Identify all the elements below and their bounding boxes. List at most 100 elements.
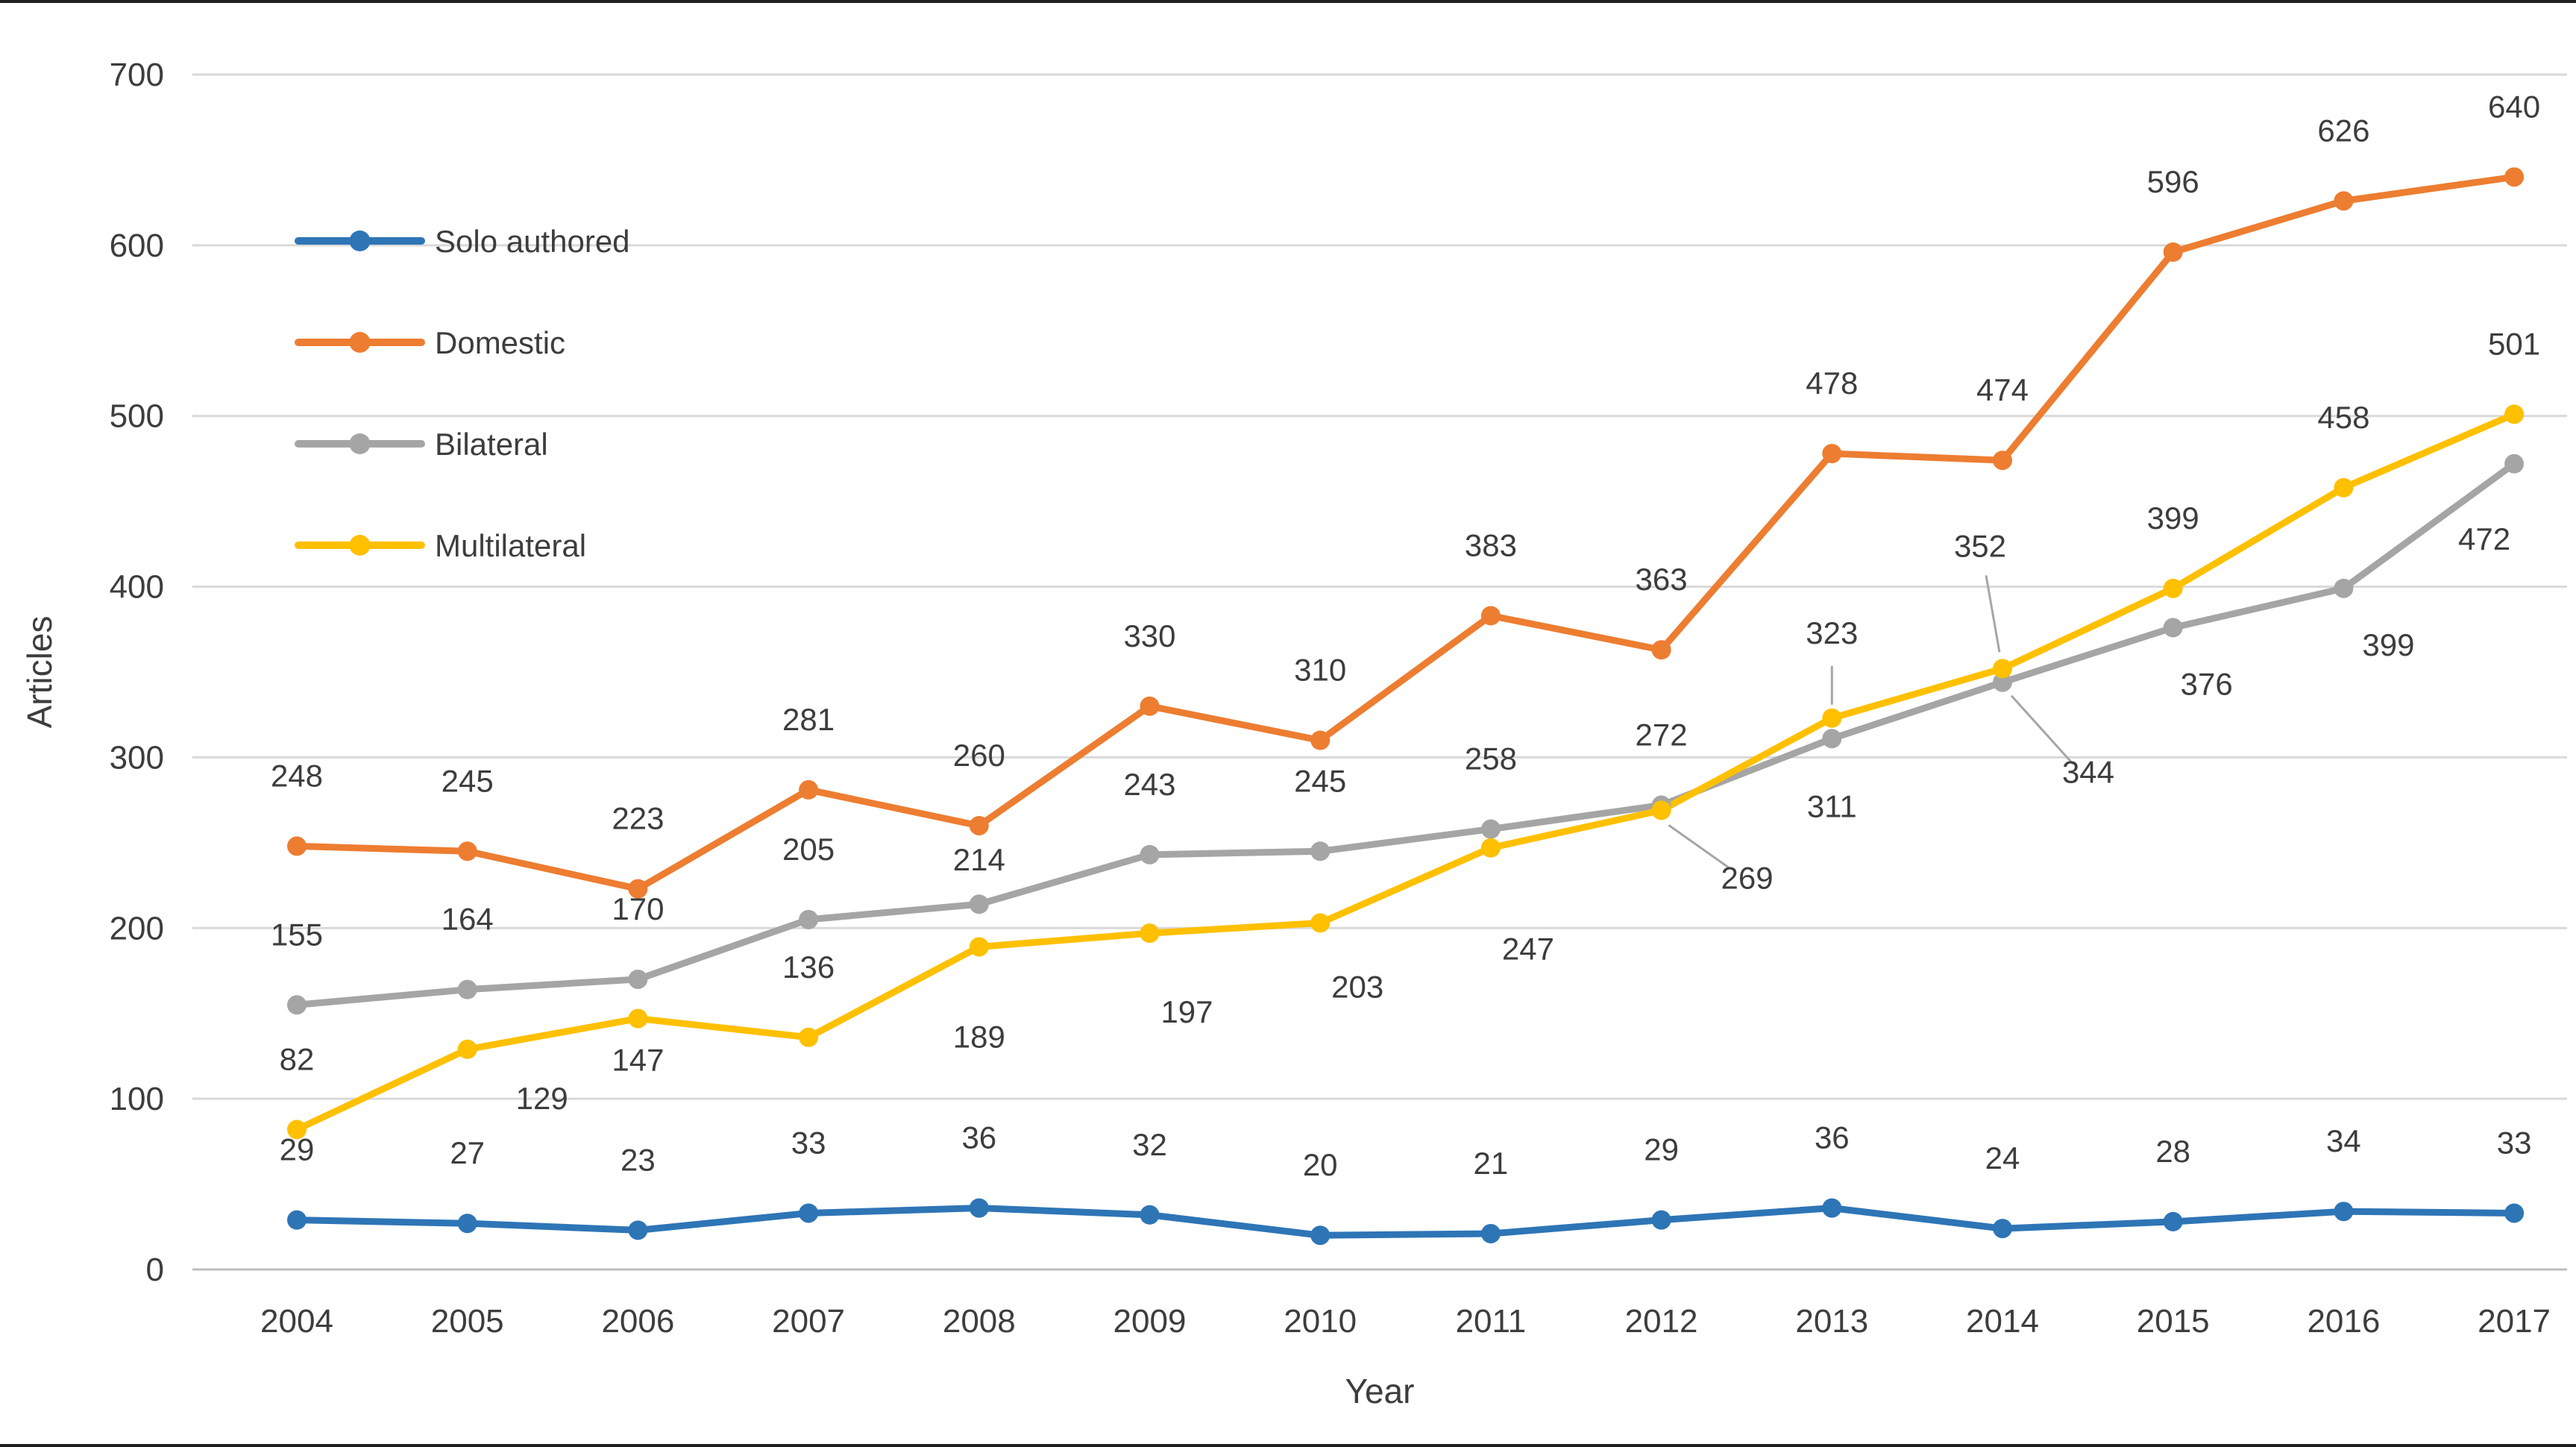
data-label-domestic-2007: 281 [782, 702, 835, 737]
legend-marker-solo-authored [349, 230, 371, 251]
legend-marker-multilateral [349, 535, 371, 556]
data-label-multilateral-2008: 189 [953, 1019, 1005, 1054]
data-point-domestic-2006 [628, 879, 648, 899]
series-line-solo-authored [293, 1205, 2518, 1239]
data-point-domestic-2013 [1822, 444, 1842, 464]
data-point-multilateral-2010 [1310, 913, 1331, 933]
data-point-solo-authored-2007 [799, 1203, 819, 1223]
data-label-multilateral-2007: 136 [782, 950, 835, 985]
legend-label-bilateral: Bilateral [435, 427, 548, 462]
x-tick-label: 2006 [601, 1303, 674, 1340]
data-point-solo-authored-2017 [2504, 1203, 2525, 1223]
x-tick-label: 2005 [431, 1303, 504, 1340]
data-point-multilateral-2016 [2334, 477, 2354, 497]
x-tick-label: 2010 [1284, 1303, 1357, 1340]
data-point-domestic-2007 [799, 779, 819, 800]
data-point-solo-authored-2016 [2334, 1202, 2354, 1222]
data-point-domestic-2010 [1310, 730, 1331, 750]
x-axis-title: Year [1345, 1372, 1415, 1410]
data-label-multilateral-2006: 147 [612, 1043, 664, 1078]
data-point-bilateral-2014 [1993, 672, 2012, 692]
label-leader-line [2010, 694, 2075, 765]
data-label-multilateral-2012: 269 [1721, 860, 1774, 895]
data-point-domestic-2005 [457, 841, 477, 861]
legend-label-solo-authored: Solo authored [435, 224, 630, 259]
data-label-domestic-2017: 640 [2488, 89, 2540, 124]
y-tick-label: 200 [110, 910, 164, 947]
data-label-solo-authored-2016: 34 [2326, 1123, 2361, 1158]
x-tick-label: 2012 [1625, 1303, 1698, 1340]
series-line-multilateral [293, 410, 2518, 1133]
y-tick-label: 600 [110, 227, 164, 264]
data-point-bilateral-2005 [457, 979, 477, 999]
x-tick-label: 2016 [2307, 1303, 2380, 1340]
data-point-bilateral-2013 [1822, 729, 1842, 749]
data-point-bilateral-2011 [1480, 819, 1501, 839]
data-label-bilateral-2004: 155 [271, 917, 323, 952]
data-label-multilateral-2014: 352 [1954, 528, 2006, 563]
data-point-solo-authored-2009 [1140, 1205, 1160, 1225]
chart-svg: 0 100 200 300 400 500 600 700 2004 2005 2006 2007 20… [110, 57, 2567, 1340]
data-label-bilateral-2008: 214 [953, 842, 1005, 877]
data-point-solo-authored-2006 [628, 1220, 648, 1240]
data-label-bilateral-2012: 272 [1636, 718, 1688, 753]
data-point-bilateral-2009 [1140, 844, 1160, 864]
series-line-bilateral [293, 460, 2518, 1008]
data-point-multilateral-2009 [1140, 923, 1160, 944]
data-point-solo-authored-2012 [1651, 1210, 1671, 1230]
data-point-multilateral-2012 [1651, 800, 1671, 820]
data-point-multilateral-2008 [969, 937, 989, 957]
data-point-bilateral-2010 [1310, 841, 1331, 861]
data-label-bilateral-2013: 311 [1807, 788, 1857, 823]
data-label-bilateral-2015: 376 [2181, 666, 2233, 701]
data-point-domestic-2011 [1480, 606, 1501, 626]
data-point-solo-authored-2014 [1993, 1219, 2012, 1239]
data-point-domestic-2012 [1651, 640, 1671, 660]
data-label-solo-authored-2014: 24 [1985, 1140, 2020, 1176]
data-label-domestic-2006: 223 [612, 801, 664, 836]
data-label-bilateral-2011: 258 [1465, 741, 1517, 776]
data-label-solo-authored-2015: 28 [2155, 1134, 2190, 1169]
x-tick-label: 2014 [1966, 1303, 2039, 1340]
data-label-multilateral-2015: 399 [2147, 500, 2199, 536]
data-point-multilateral-2015 [2163, 578, 2183, 598]
data-label-domestic-2009: 330 [1123, 618, 1175, 653]
data-label-domestic-2011: 383 [1465, 527, 1517, 562]
data-label-multilateral-2005: 129 [516, 1081, 568, 1116]
y-axis-title: Articles [20, 615, 59, 729]
data-label-multilateral-2010: 203 [1331, 969, 1383, 1004]
data-point-multilateral-2006 [628, 1008, 648, 1029]
x-tick-label: 2011 [1456, 1303, 1527, 1340]
data-point-bilateral-2017 [2504, 453, 2525, 474]
data-label-bilateral-2016: 399 [2362, 627, 2414, 662]
x-tick-label: 2017 [2478, 1303, 2551, 1340]
data-label-domestic-2016: 626 [2317, 113, 2369, 148]
y-tick-label: 300 [110, 739, 164, 776]
data-point-bilateral-2006 [628, 969, 648, 989]
data-point-bilateral-2008 [969, 894, 989, 914]
data-point-bilateral-2015 [2163, 618, 2183, 638]
data-label-multilateral-2016: 458 [2317, 400, 2369, 435]
data-label-solo-authored-2007: 33 [791, 1125, 826, 1160]
data-label-bilateral-2007: 205 [782, 832, 835, 867]
data-point-domestic-2017 [2504, 167, 2525, 187]
data-label-multilateral-2017: 501 [2488, 326, 2540, 361]
legend-label-multilateral: Multilateral [435, 528, 586, 563]
y-tick-label: 700 [110, 57, 164, 93]
label-leader-line [1668, 824, 1731, 870]
data-label-bilateral-2005: 164 [442, 902, 494, 937]
data-label-multilateral-2011: 247 [1502, 932, 1554, 967]
data-point-domestic-2016 [2334, 191, 2354, 211]
x-tick-label: 2008 [943, 1303, 1016, 1340]
data-label-multilateral-2004: 82 [280, 1041, 315, 1076]
legend-marker-domestic [349, 332, 371, 353]
data-point-multilateral-2004 [287, 1120, 307, 1140]
data-point-bilateral-2016 [2334, 578, 2354, 598]
data-point-bilateral-2007 [799, 909, 819, 929]
data-label-multilateral-2009: 197 [1160, 994, 1213, 1029]
data-label-solo-authored-2008: 36 [961, 1120, 996, 1155]
data-label-bilateral-2006: 170 [612, 891, 664, 926]
data-label-solo-authored-2006: 23 [621, 1142, 656, 1177]
data-label-domestic-2004: 248 [271, 758, 323, 793]
data-label-solo-authored-2005: 27 [450, 1135, 485, 1170]
